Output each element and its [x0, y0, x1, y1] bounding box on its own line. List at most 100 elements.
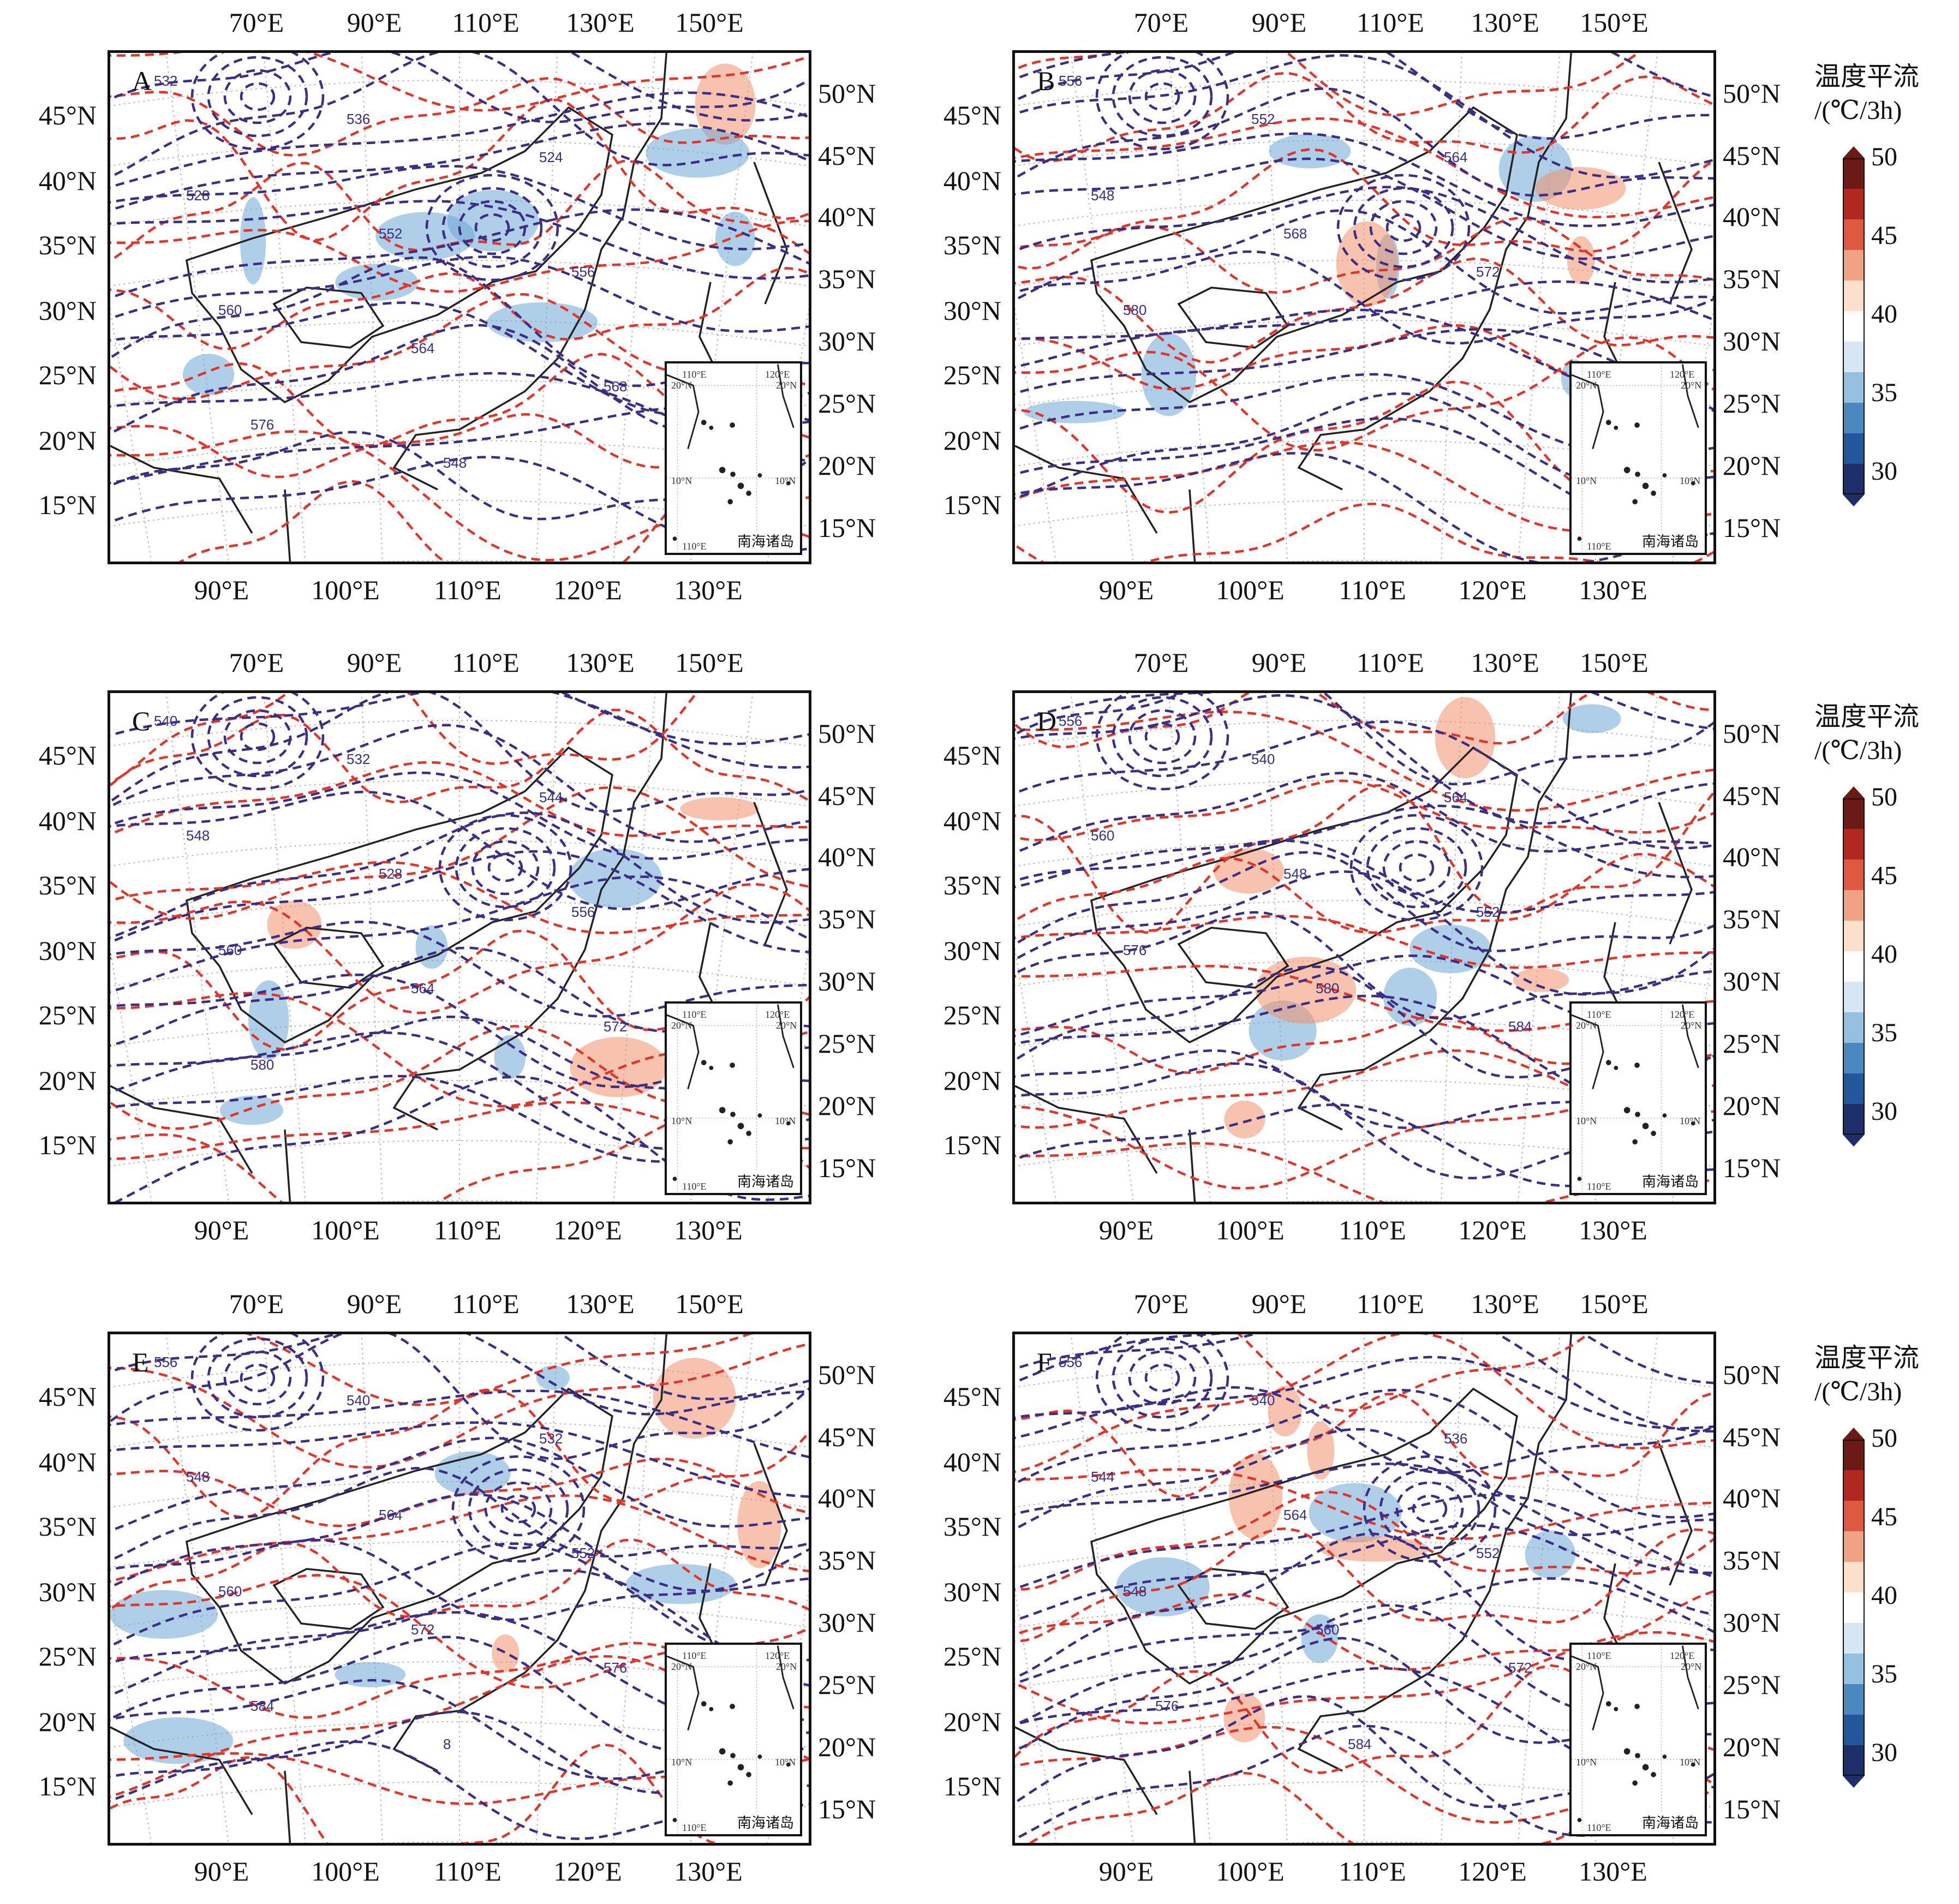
- cold-advection-area: [715, 211, 755, 266]
- height-contour: [110, 1421, 809, 1498]
- lat-tick-left: 40°N: [943, 165, 1001, 196]
- lat-tick-right: 45°N: [818, 1422, 876, 1452]
- closed-low-contour: [1399, 853, 1435, 882]
- lat-tick-right: 40°N: [1723, 201, 1781, 232]
- isotherm: [1015, 784, 1713, 934]
- contour-label: 528: [186, 187, 210, 204]
- lon-tick-top: 110°E: [452, 647, 519, 678]
- colorbar: [1843, 1428, 1865, 1788]
- contour-label: 580: [1123, 302, 1146, 318]
- lat-tick-left: 45°N: [38, 100, 97, 130]
- inset-map: [1571, 1004, 1705, 1192]
- lon-tick-bottom: 110°E: [1339, 1215, 1406, 1245]
- closed-low-contour: [458, 200, 527, 255]
- lon-tick-bottom: 100°E: [311, 1215, 380, 1245]
- inset-tick: 10°N: [1576, 1115, 1597, 1126]
- inset-tick: 10°N: [1680, 1757, 1701, 1768]
- inset-tick: 20°N: [1681, 1661, 1702, 1672]
- cold-advection-area: [434, 1451, 511, 1496]
- closed-low-contour: [441, 187, 543, 268]
- lat-tick-right: 50°N: [1723, 78, 1781, 109]
- lon-tick-bottom: 100°E: [311, 575, 380, 605]
- height-contour: [110, 1740, 809, 1840]
- warm-advection-area: [1513, 968, 1569, 992]
- height-contour: [110, 850, 809, 953]
- inset-tick: 10°N: [775, 475, 796, 486]
- height-contour: [1015, 157, 1713, 260]
- contour-label: 528: [379, 866, 402, 882]
- contour-label: 548: [1091, 187, 1114, 204]
- isotherm: [1015, 1392, 1713, 1498]
- map-panel-c: 540 532 544 548 528 556 560 564 572 580 C 110°E 12…: [107, 690, 811, 1204]
- lat-tick-right: 25°N: [818, 388, 876, 419]
- contour-label: 576: [1155, 1698, 1179, 1714]
- lon-tick-top: 90°E: [1251, 647, 1307, 678]
- height-contour: [1015, 209, 1713, 315]
- isotherm: [1015, 1468, 1713, 1540]
- lon-tick-top: 70°E: [1133, 647, 1189, 678]
- lon-tick-bottom: 120°E: [553, 575, 622, 605]
- inset-label: 南海诸岛: [735, 530, 796, 551]
- closed-low-contour: [1353, 187, 1454, 268]
- temperature-advection-shading: [1213, 697, 1621, 1138]
- cold-advection-area: [1562, 704, 1621, 733]
- height-contour: [110, 791, 809, 910]
- inset-tick: 20°N: [1681, 1020, 1702, 1031]
- lat-tick-left: 20°N: [943, 1065, 1001, 1096]
- lat-tick-left: 30°N: [38, 295, 97, 326]
- colorbar-extend-bottom: [1843, 1135, 1865, 1147]
- contour-label: 556: [1059, 73, 1082, 89]
- lon-tick-top: 70°E: [229, 7, 284, 38]
- lat-tick-left: 30°N: [38, 1577, 97, 1607]
- closed-low-contour: [1363, 1455, 1497, 1563]
- contour-label: 572: [1476, 264, 1500, 280]
- warm-advection-area: [492, 1634, 519, 1672]
- lat-tick-right: 25°N: [818, 1669, 876, 1700]
- colorbar-tick: 30: [1871, 1738, 1897, 1767]
- closed-low-contour: [1412, 1494, 1448, 1524]
- inset-tick: 120°E: [765, 369, 790, 380]
- isotherm: [1015, 915, 1713, 969]
- lat-tick-right: 40°N: [1723, 841, 1781, 872]
- isotherm: [110, 693, 698, 784]
- lon-tick-bottom: 100°E: [1216, 1856, 1285, 1887]
- lon-tick-top: 130°E: [1471, 647, 1539, 678]
- contour-label: 540: [154, 713, 177, 729]
- height-contour: [1015, 186, 1713, 284]
- lat-tick-right: 20°N: [1723, 450, 1781, 481]
- lat-tick-right: 30°N: [1723, 326, 1781, 356]
- height-contour: [1015, 1494, 1713, 1590]
- isotherm: [1015, 1334, 1713, 1473]
- lat-tick-right: 25°N: [1723, 388, 1781, 419]
- lat-tick-right: 40°N: [818, 1483, 876, 1513]
- colorbar-segment: [1843, 890, 1865, 921]
- warm-advection-area: [1435, 697, 1496, 779]
- lon-tick-bottom: 90°E: [1098, 1856, 1154, 1887]
- colorbar-tick: 50: [1871, 783, 1897, 811]
- contour-label: 568: [604, 378, 627, 395]
- lon-tick-bottom: 90°E: [1098, 1215, 1154, 1245]
- south-china-sea-inset: 110°E 120°E 20°N 20°N 10°N 10°N 110°E 南海…: [1569, 1001, 1707, 1195]
- colorbar-segment: [1843, 158, 1865, 189]
- closed-low-contour: [1144, 722, 1180, 751]
- contour-label: 556: [1059, 1354, 1082, 1370]
- lon-tick-top: 110°E: [452, 1288, 519, 1319]
- closed-low-contour: [484, 1481, 553, 1537]
- inset-tick: 10°N: [1680, 475, 1701, 486]
- colorbar-segment: [1843, 951, 1865, 982]
- height-contour: [110, 1467, 809, 1562]
- map-panel-f: 556 540 536 544 564 552 548 560 572 576 584 F 110°E…: [1012, 1332, 1716, 1846]
- map-panel-b: 556 552 564 548 568 572 580 B 110°E 120°E 20°N …: [1012, 50, 1716, 564]
- lon-tick-top: 130°E: [1471, 1288, 1539, 1319]
- contour-label: 536: [1444, 1430, 1467, 1447]
- height-contour: [1015, 328, 1713, 411]
- inset-map: [1571, 1645, 1705, 1834]
- colorbar-segment: [1843, 342, 1865, 372]
- height-contour: [1015, 911, 1713, 1020]
- inset-tick: 120°E: [1670, 1009, 1695, 1020]
- warm-advection-area: [1213, 848, 1285, 894]
- colorbar-segment: [1843, 1073, 1865, 1104]
- lon-tick-bottom: 100°E: [1216, 1215, 1285, 1245]
- isotherm: [1237, 1334, 1590, 1412]
- inset-tick: 20°N: [1576, 380, 1597, 391]
